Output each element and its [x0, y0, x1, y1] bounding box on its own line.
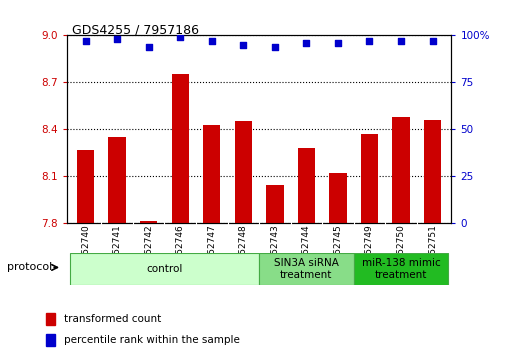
- Point: [239, 42, 247, 47]
- Point: [208, 38, 216, 44]
- Bar: [46, 334, 55, 346]
- FancyBboxPatch shape: [259, 253, 353, 285]
- Point: [302, 40, 310, 46]
- Bar: [392, 117, 410, 223]
- Point: [428, 38, 437, 44]
- Bar: [424, 120, 441, 223]
- Point: [145, 44, 153, 50]
- Bar: [266, 185, 284, 223]
- Text: control: control: [146, 264, 183, 274]
- Point: [271, 44, 279, 50]
- Bar: [77, 149, 94, 223]
- FancyBboxPatch shape: [353, 253, 448, 285]
- Text: protocol: protocol: [7, 262, 52, 273]
- Bar: [140, 222, 157, 223]
- Point: [82, 38, 90, 44]
- Bar: [234, 121, 252, 223]
- Text: percentile rank within the sample: percentile rank within the sample: [64, 335, 240, 345]
- Point: [365, 38, 373, 44]
- Bar: [298, 148, 315, 223]
- Bar: [171, 74, 189, 223]
- Bar: [203, 125, 221, 223]
- Bar: [361, 134, 378, 223]
- Point: [334, 40, 342, 46]
- Bar: [108, 137, 126, 223]
- Text: transformed count: transformed count: [64, 314, 161, 324]
- Text: SIN3A siRNA
treatment: SIN3A siRNA treatment: [274, 258, 339, 280]
- Text: miR-138 mimic
treatment: miR-138 mimic treatment: [362, 258, 440, 280]
- Point: [397, 38, 405, 44]
- Bar: [46, 313, 55, 325]
- FancyBboxPatch shape: [70, 253, 259, 285]
- Point: [176, 34, 184, 40]
- Bar: [329, 173, 347, 223]
- Point: [113, 36, 121, 42]
- Text: GDS4255 / 7957186: GDS4255 / 7957186: [72, 23, 199, 36]
